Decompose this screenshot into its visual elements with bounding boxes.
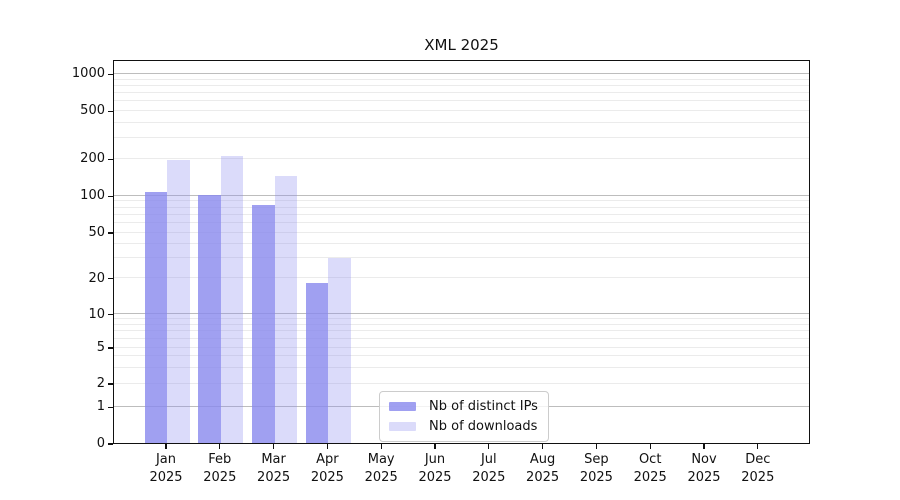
- gridline-minor: [114, 346, 809, 348]
- bar-jan-downloads: [167, 159, 190, 443]
- gridline-major: [114, 194, 809, 196]
- y-tick-mark: [108, 278, 113, 280]
- x-tick-label-mar: Mar 2025: [257, 452, 291, 485]
- gridline-minor: [114, 121, 809, 123]
- y-tick-label-5: 5: [96, 340, 105, 355]
- gridline-minor: [114, 366, 809, 368]
- x-tick-label-jan: Jan 2025: [149, 452, 183, 485]
- gridline-minor: [114, 323, 809, 325]
- bar-apr-distinct-ips: [305, 283, 329, 443]
- y-tick-label-1: 1: [96, 399, 105, 415]
- x-tick-label-feb: Feb 2025: [203, 452, 237, 485]
- legend-swatch-distinct-ips: [389, 402, 416, 411]
- chart-title: XML 2025: [424, 36, 499, 54]
- legend-label-distinct-ips: Nb of distinct IPs: [429, 399, 538, 414]
- x-tick-mark: [703, 444, 705, 449]
- x-tick-label-dec: Dec 2025: [741, 452, 775, 485]
- y-tick-mark: [108, 314, 113, 316]
- gridline-minor: [114, 337, 809, 339]
- gridline-minor: [114, 84, 809, 86]
- x-tick-label-oct: Oct 2025: [633, 452, 667, 485]
- y-tick-mark: [108, 158, 113, 160]
- y-tick-mark: [108, 443, 113, 445]
- gridline-minor: [114, 355, 809, 357]
- x-tick-mark: [219, 444, 221, 449]
- x-tick-label-may: May 2025: [364, 452, 398, 485]
- y-tick-label-10: 10: [88, 306, 105, 322]
- bar-mar-distinct-ips: [252, 205, 275, 443]
- gridline-major: [114, 313, 809, 315]
- gridline-minor: [114, 213, 809, 215]
- x-tick-label-nov: Nov 2025: [687, 452, 721, 485]
- y-tick-mark: [108, 347, 113, 349]
- x-tick-mark: [380, 444, 382, 449]
- x-tick-label-jul: Jul 2025: [472, 452, 506, 485]
- legend: Nb of distinct IPs Nb of downloads: [379, 391, 549, 442]
- y-tick-mark: [108, 232, 113, 234]
- bar-apr-downloads: [328, 257, 351, 443]
- x-tick-mark: [326, 444, 329, 449]
- x-tick-mark: [165, 444, 167, 449]
- y-tick-mark: [108, 73, 113, 76]
- bar-mar-downloads: [274, 175, 298, 443]
- gridline-minor: [114, 206, 809, 208]
- y-tick-mark: [108, 383, 113, 385]
- x-tick-mark: [595, 444, 598, 449]
- bar-feb-downloads: [220, 156, 244, 443]
- gridline-minor: [114, 200, 809, 202]
- gridline-minor: [114, 256, 809, 258]
- legend-label-downloads: Nb of downloads: [429, 419, 538, 434]
- x-tick-mark: [649, 444, 651, 449]
- y-tick-label-100: 100: [80, 188, 105, 204]
- y-tick-mark: [108, 195, 113, 198]
- gridline-minor: [114, 109, 809, 111]
- plot-area: Nb of distinct IPs Nb of downloads: [113, 60, 810, 444]
- gridline-minor: [114, 100, 809, 102]
- gridline-minor: [114, 330, 809, 332]
- gridline-minor: [114, 91, 809, 93]
- y-tick-label-1000: 1000: [71, 66, 105, 82]
- gridline-minor: [114, 136, 809, 138]
- bar-feb-distinct-ips: [198, 195, 221, 443]
- legend-swatch-downloads: [389, 422, 416, 431]
- x-tick-mark: [541, 444, 544, 449]
- x-tick-mark: [757, 444, 759, 449]
- x-tick-label-jun: Jun 2025: [418, 452, 452, 485]
- gridline-minor: [114, 382, 809, 384]
- gridline-minor: [114, 78, 809, 80]
- x-tick-mark: [488, 444, 490, 449]
- bar-jan-distinct-ips: [144, 191, 167, 443]
- gridline-minor: [114, 242, 809, 244]
- x-tick-mark: [434, 444, 436, 449]
- gridline-minor: [114, 221, 809, 223]
- gridline-major: [114, 72, 809, 74]
- x-tick-mark: [272, 444, 275, 449]
- x-tick-label-apr: Apr 2025: [310, 452, 344, 485]
- y-tick-label-2: 2: [96, 376, 105, 391]
- legend-item-distinct-ips: Nb of distinct IPs: [389, 399, 538, 414]
- y-tick-mark: [108, 110, 113, 113]
- x-tick-label-aug: Aug 2025: [526, 452, 560, 485]
- y-tick-label-20: 20: [88, 270, 105, 286]
- legend-item-downloads: Nb of downloads: [389, 419, 538, 434]
- y-tick-label-500: 500: [80, 103, 105, 119]
- y-tick-label-200: 200: [80, 151, 105, 167]
- y-tick-label-0: 0: [96, 436, 105, 451]
- gridline-minor: [114, 157, 809, 159]
- y-tick-mark: [108, 406, 113, 409]
- x-tick-label-sep: Sep 2025: [579, 452, 613, 485]
- y-tick-label-50: 50: [88, 225, 105, 240]
- gridline-minor: [114, 318, 809, 320]
- gridline-minor: [114, 231, 809, 233]
- gridline-minor: [114, 277, 809, 279]
